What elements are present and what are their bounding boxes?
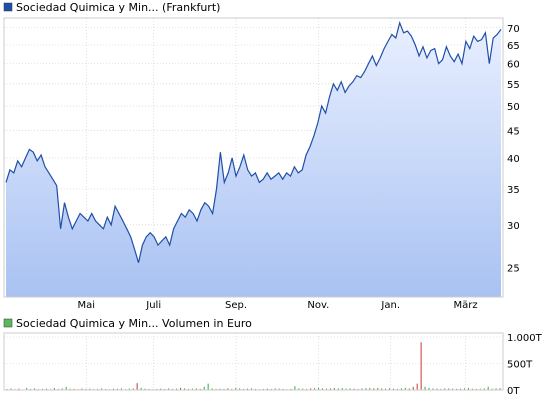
price-x-tick-label: März [454, 300, 478, 311]
price-y-tick-label: 30 [507, 221, 520, 232]
volume-y-tick-label: 0T [507, 386, 520, 397]
price-y-tick-label: 25 [507, 263, 520, 274]
price-y-tick-label: 40 [507, 154, 520, 165]
volume-y-tick-label: 1.000T [507, 333, 543, 344]
price-area-fill [6, 22, 501, 298]
price-plot-border [3, 17, 504, 298]
volume-legend-swatch [3, 318, 13, 328]
price-legend-label: Sociedad Quimica y Min... (Frankfurt) [16, 1, 220, 14]
price-x-axis: Mai Juli Sep. Nov. Jan. März [78, 300, 478, 311]
price-y-tick-label: 70 [507, 24, 520, 35]
price-y-tick-label: 55 [507, 80, 520, 91]
price-x-tick-label: Nov. [307, 300, 329, 311]
price-y-tick-label: 45 [507, 127, 520, 138]
price-x-tick-label: Juli [145, 300, 161, 311]
price-legend-swatch [3, 2, 13, 12]
volume-plot-border [3, 332, 504, 391]
price-y-tick-label: 60 [507, 60, 520, 71]
price-y-axis: 25 30 35 40 45 50 55 60 65 70 [507, 24, 520, 275]
price-x-tick-label: Sep. [225, 300, 247, 311]
price-line [5, 20, 502, 263]
price-x-tick-label: Jan. [380, 300, 400, 311]
price-x-tick-label: Mai [78, 300, 96, 311]
volume-plot-area [4, 333, 503, 390]
volume-y-tick-label: 500T [507, 360, 533, 371]
price-y-tick-label: 35 [507, 185, 520, 196]
price-y-tick-label: 65 [507, 41, 520, 52]
volume-y-axis: 1.000T 500T 0T [507, 333, 543, 397]
price-y-tick-label: 50 [507, 102, 520, 113]
volume-legend-label: Sociedad Quimica y Min... Volumen in Eur… [16, 317, 252, 330]
